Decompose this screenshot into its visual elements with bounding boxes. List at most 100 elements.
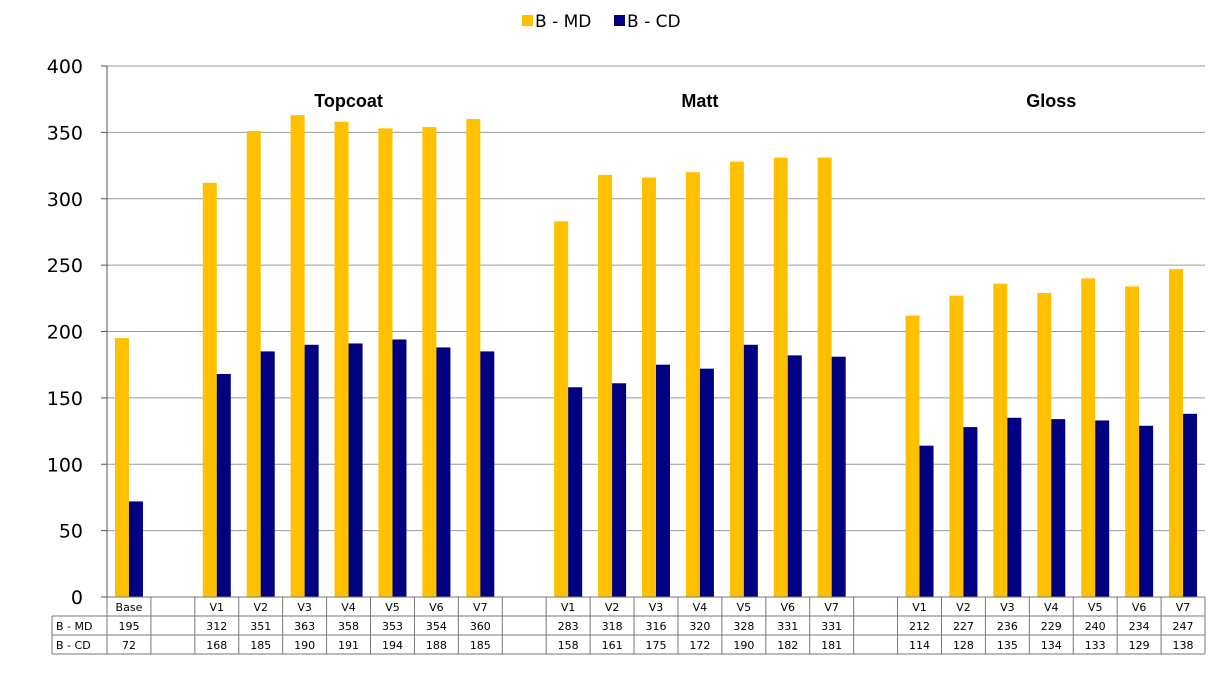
bar-b-cd [743,344,758,597]
bar-b-md [466,119,481,597]
table-value-cell: 185 [250,639,271,652]
table-category-cell: V4 [341,601,356,614]
y-tick-label: 0 [71,587,83,609]
table-series-name: B - MD [56,620,92,633]
bar-b-md [1169,269,1184,597]
table-category-cell: V4 [1044,601,1059,614]
table-value-cell: 172 [689,639,710,652]
table-category-cell: V5 [1088,601,1103,614]
table-value-cell: 195 [118,620,139,633]
table-value-cell: 236 [997,620,1018,633]
bar-b-cd [963,427,978,597]
y-tick-label: 200 [47,322,83,344]
table-category-cell: V2 [253,601,268,614]
table-value-cell: 114 [909,639,930,652]
bar-b-cd [568,387,583,597]
table-value-cell: 229 [1041,620,1062,633]
y-tick-label: 50 [59,521,83,543]
data-table: Base V1 V2 V3 V4 V5 V6 V7 V1 V2 V3 V4 V5 V6 V7 V1 V2 V3 V4… [51,596,1206,655]
bar-b-md [1037,293,1052,597]
table-value-cell: 212 [909,620,930,633]
table-value-cell: 363 [294,620,315,633]
table-value-cell: 72 [122,639,136,652]
bar-b-cd [699,368,714,597]
table-category-cell: Base [116,601,143,614]
table-category-cell: V5 [385,601,400,614]
table-value-cell: 240 [1085,620,1106,633]
table-value-cell: 168 [206,639,227,652]
bar-b-md [246,131,261,598]
table-value-cell: 351 [250,620,271,633]
bar-b-md [202,182,217,597]
bar-b-cd [480,351,495,597]
table-category-cell: V2 [956,601,971,614]
table-value-cell: 190 [294,639,315,652]
table-value-cell: 181 [821,639,842,652]
table-category-cell: V7 [1176,601,1191,614]
y-tick-label: 250 [47,255,83,277]
legend-label: B - CD [627,12,681,32]
bar-b-md [773,157,788,597]
bar-b-cd [1095,420,1110,597]
table-value-cell: 191 [338,639,359,652]
bar-b-cd [1007,417,1022,597]
bar-b-md [729,161,744,597]
table-value-cell: 331 [821,620,842,633]
bar-b-cd [304,344,319,597]
legend-swatch [522,15,533,26]
table-value-cell: 227 [953,620,974,633]
table-value-cell: 358 [338,620,359,633]
y-tick-label: 300 [47,189,83,211]
bar-b-cd [656,364,670,597]
bar-b-cd [128,501,143,597]
bar-b-md [1125,286,1140,597]
bar-b-md [817,157,832,597]
bar-b-md [905,315,920,597]
table-value-cell: 182 [777,639,798,652]
table-value-cell: 247 [1173,620,1194,633]
table-value-cell: 194 [382,639,403,652]
table-category-cell: V3 [1000,601,1015,614]
table-category-cell: V2 [605,601,620,614]
bar-b-cd [260,351,275,597]
table-value-cell: 320 [689,620,710,633]
table-category-cell: V6 [1132,601,1147,614]
table-value-cell: 353 [382,620,403,633]
group-label: Gloss [1026,91,1076,111]
bar-b-cd [919,445,934,597]
table-series-name: B - CD [56,639,91,652]
table-value-cell: 185 [470,639,491,652]
bar-b-md [334,121,349,597]
table-value-cell: 328 [733,620,754,633]
bar-b-md [685,172,700,597]
y-tick-label: 400 [47,56,83,78]
table-value-cell: 158 [558,639,579,652]
table-value-cell: 283 [558,620,579,633]
bar-b-md [1081,278,1096,597]
bar-b-cd [1051,419,1066,597]
table-category-cell: V1 [561,601,576,614]
bar-b-md [642,177,656,597]
table-value-cell: 354 [426,620,447,633]
table-value-cell: 138 [1173,639,1194,652]
table-value-cell: 188 [426,639,447,652]
bar-b-md [949,295,964,597]
bar-b-md [422,127,437,597]
y-tick-label: 350 [47,122,83,144]
bar-b-cd [1183,413,1198,597]
bar-b-md [290,115,305,598]
table-category-cell: V7 [473,601,488,614]
bar-b-cd [216,373,231,597]
table-value-cell: 360 [470,620,491,633]
y-tick-label: 100 [47,454,83,476]
table-value-cell: 135 [997,639,1018,652]
table-category-cell: V6 [780,601,795,614]
bar-b-cd [436,347,451,597]
table-value-cell: 129 [1129,639,1150,652]
legend-swatch [614,15,625,26]
table-category-cell: V1 [912,601,927,614]
bar-b-cd [392,339,407,597]
table-category-cell: V1 [210,601,225,614]
group-label: Matt [681,91,718,111]
bar-b-cd [831,356,846,597]
